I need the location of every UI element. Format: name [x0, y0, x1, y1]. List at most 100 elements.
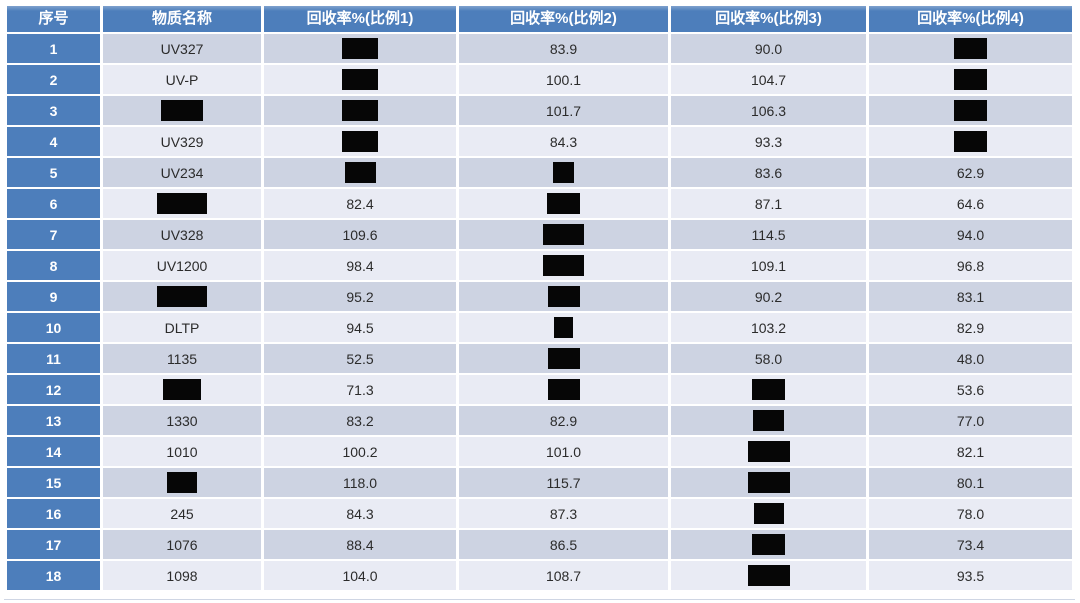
cell-recovery-2: 86.5: [459, 530, 668, 559]
cell-substance-name: UV-P: [103, 65, 261, 94]
cell-recovery-4: 53.6: [869, 375, 1072, 404]
cell-substance-name: 1010: [103, 437, 261, 466]
cell-recovery-1: 104.0: [264, 561, 456, 590]
cell-recovery-3: 93.3: [671, 127, 866, 156]
cell-recovery-4: [869, 127, 1072, 156]
cell-recovery-3: 87.1: [671, 189, 866, 218]
serial-cell: 14: [7, 437, 100, 466]
table-row: 9 95.2 90.2 83.1: [7, 282, 1072, 311]
header-row: 序号 物质名称 回收率%(比例1) 回收率%(比例2) 回收率%(比例3) 回收…: [7, 6, 1072, 32]
cell-recovery-4: [869, 65, 1072, 94]
cell-recovery-1: 100.2: [264, 437, 456, 466]
cell-recovery-3: [671, 406, 866, 435]
cell-recovery-4: 93.5: [869, 561, 1072, 590]
redaction-box: [161, 100, 203, 121]
redaction-box: [157, 286, 207, 307]
cell-recovery-4: 78.0: [869, 499, 1072, 528]
redaction-box: [342, 38, 378, 59]
column-header-recovery-2: 回收率%(比例2): [459, 6, 668, 32]
table-row: 1 UV327 83.9 90.0: [7, 34, 1072, 63]
redaction-box: [543, 255, 584, 276]
cell-recovery-3: [671, 561, 866, 590]
cell-recovery-2: [459, 158, 668, 187]
serial-cell: 9: [7, 282, 100, 311]
redaction-box: [753, 503, 784, 524]
cell-recovery-1: [264, 65, 456, 94]
cell-substance-name: 245: [103, 499, 261, 528]
cell-recovery-3: [671, 375, 866, 404]
table-row: 2 UV-P 100.1 104.7: [7, 65, 1072, 94]
cell-substance-name: [103, 96, 261, 125]
cell-recovery-4: 82.1: [869, 437, 1072, 466]
serial-cell: 17: [7, 530, 100, 559]
column-header-recovery-3: 回收率%(比例3): [671, 6, 866, 32]
cell-recovery-1: 84.3: [264, 499, 456, 528]
redaction-box: [342, 131, 378, 152]
table-row: 16 245 84.3 87.3 78.0: [7, 499, 1072, 528]
table-row: 10 DLTP 94.5 103.2 82.9: [7, 313, 1072, 342]
cell-recovery-2: 100.1: [459, 65, 668, 94]
column-header-recovery-1: 回收率%(比例1): [264, 6, 456, 32]
cell-recovery-3: 106.3: [671, 96, 866, 125]
cell-recovery-1: 95.2: [264, 282, 456, 311]
serial-cell: 16: [7, 499, 100, 528]
recovery-rate-table: 序号 物质名称 回收率%(比例1) 回收率%(比例2) 回收率%(比例3) 回收…: [4, 4, 1075, 592]
redaction-box: [954, 69, 987, 90]
cell-recovery-3: 90.2: [671, 282, 866, 311]
cell-recovery-3: 58.0: [671, 344, 866, 373]
cell-substance-name: UV1200: [103, 251, 261, 280]
cell-recovery-2: 83.9: [459, 34, 668, 63]
redaction-box: [342, 69, 378, 90]
table-row: 13 1330 83.2 82.9 77.0: [7, 406, 1072, 435]
serial-cell: 12: [7, 375, 100, 404]
redaction-box: [167, 472, 197, 493]
cell-recovery-1: 118.0: [264, 468, 456, 497]
cell-substance-name: UV327: [103, 34, 261, 63]
cell-recovery-1: 98.4: [264, 251, 456, 280]
cell-recovery-2: 82.9: [459, 406, 668, 435]
serial-cell: 1: [7, 34, 100, 63]
column-header-substance: 物质名称: [103, 6, 261, 32]
redaction-box: [752, 379, 785, 400]
cell-recovery-4: 96.8: [869, 251, 1072, 280]
redaction-box: [157, 193, 207, 214]
cell-recovery-3: 109.1: [671, 251, 866, 280]
redaction-box: [753, 410, 784, 431]
table-row: 5 UV234 83.6 62.9: [7, 158, 1072, 187]
cell-recovery-2: [459, 189, 668, 218]
cell-recovery-3: 103.2: [671, 313, 866, 342]
cell-substance-name: 1135: [103, 344, 261, 373]
cell-recovery-4: 80.1: [869, 468, 1072, 497]
cell-recovery-1: [264, 96, 456, 125]
table-row: 15 118.0 115.7 80.1: [7, 468, 1072, 497]
redaction-box: [547, 193, 580, 214]
cell-recovery-1: 82.4: [264, 189, 456, 218]
cell-substance-name: 1330: [103, 406, 261, 435]
redaction-box: [747, 472, 790, 493]
serial-cell: 5: [7, 158, 100, 187]
redaction-box: [954, 38, 987, 59]
cell-recovery-1: [264, 158, 456, 187]
table-row: 17 1076 88.4 86.5 73.4: [7, 530, 1072, 559]
table-row: 11 1135 52.5 58.0 48.0: [7, 344, 1072, 373]
cell-recovery-2: [459, 313, 668, 342]
redaction-box: [747, 441, 790, 462]
cell-recovery-2: 87.3: [459, 499, 668, 528]
serial-cell: 7: [7, 220, 100, 249]
redaction-box: [163, 379, 201, 400]
serial-cell: 6: [7, 189, 100, 218]
cell-recovery-4: [869, 96, 1072, 125]
cell-recovery-2: [459, 344, 668, 373]
table-row: 8 UV1200 98.4 109.1 96.8: [7, 251, 1072, 280]
redaction-box: [553, 162, 574, 183]
cell-substance-name: [103, 189, 261, 218]
serial-cell: 15: [7, 468, 100, 497]
cell-recovery-1: [264, 127, 456, 156]
cell-recovery-3: 90.0: [671, 34, 866, 63]
cell-substance-name: [103, 282, 261, 311]
cell-recovery-1: 88.4: [264, 530, 456, 559]
cell-recovery-4: 62.9: [869, 158, 1072, 187]
redaction-box: [954, 131, 987, 152]
redaction-box: [554, 317, 573, 338]
redaction-box: [543, 224, 584, 245]
